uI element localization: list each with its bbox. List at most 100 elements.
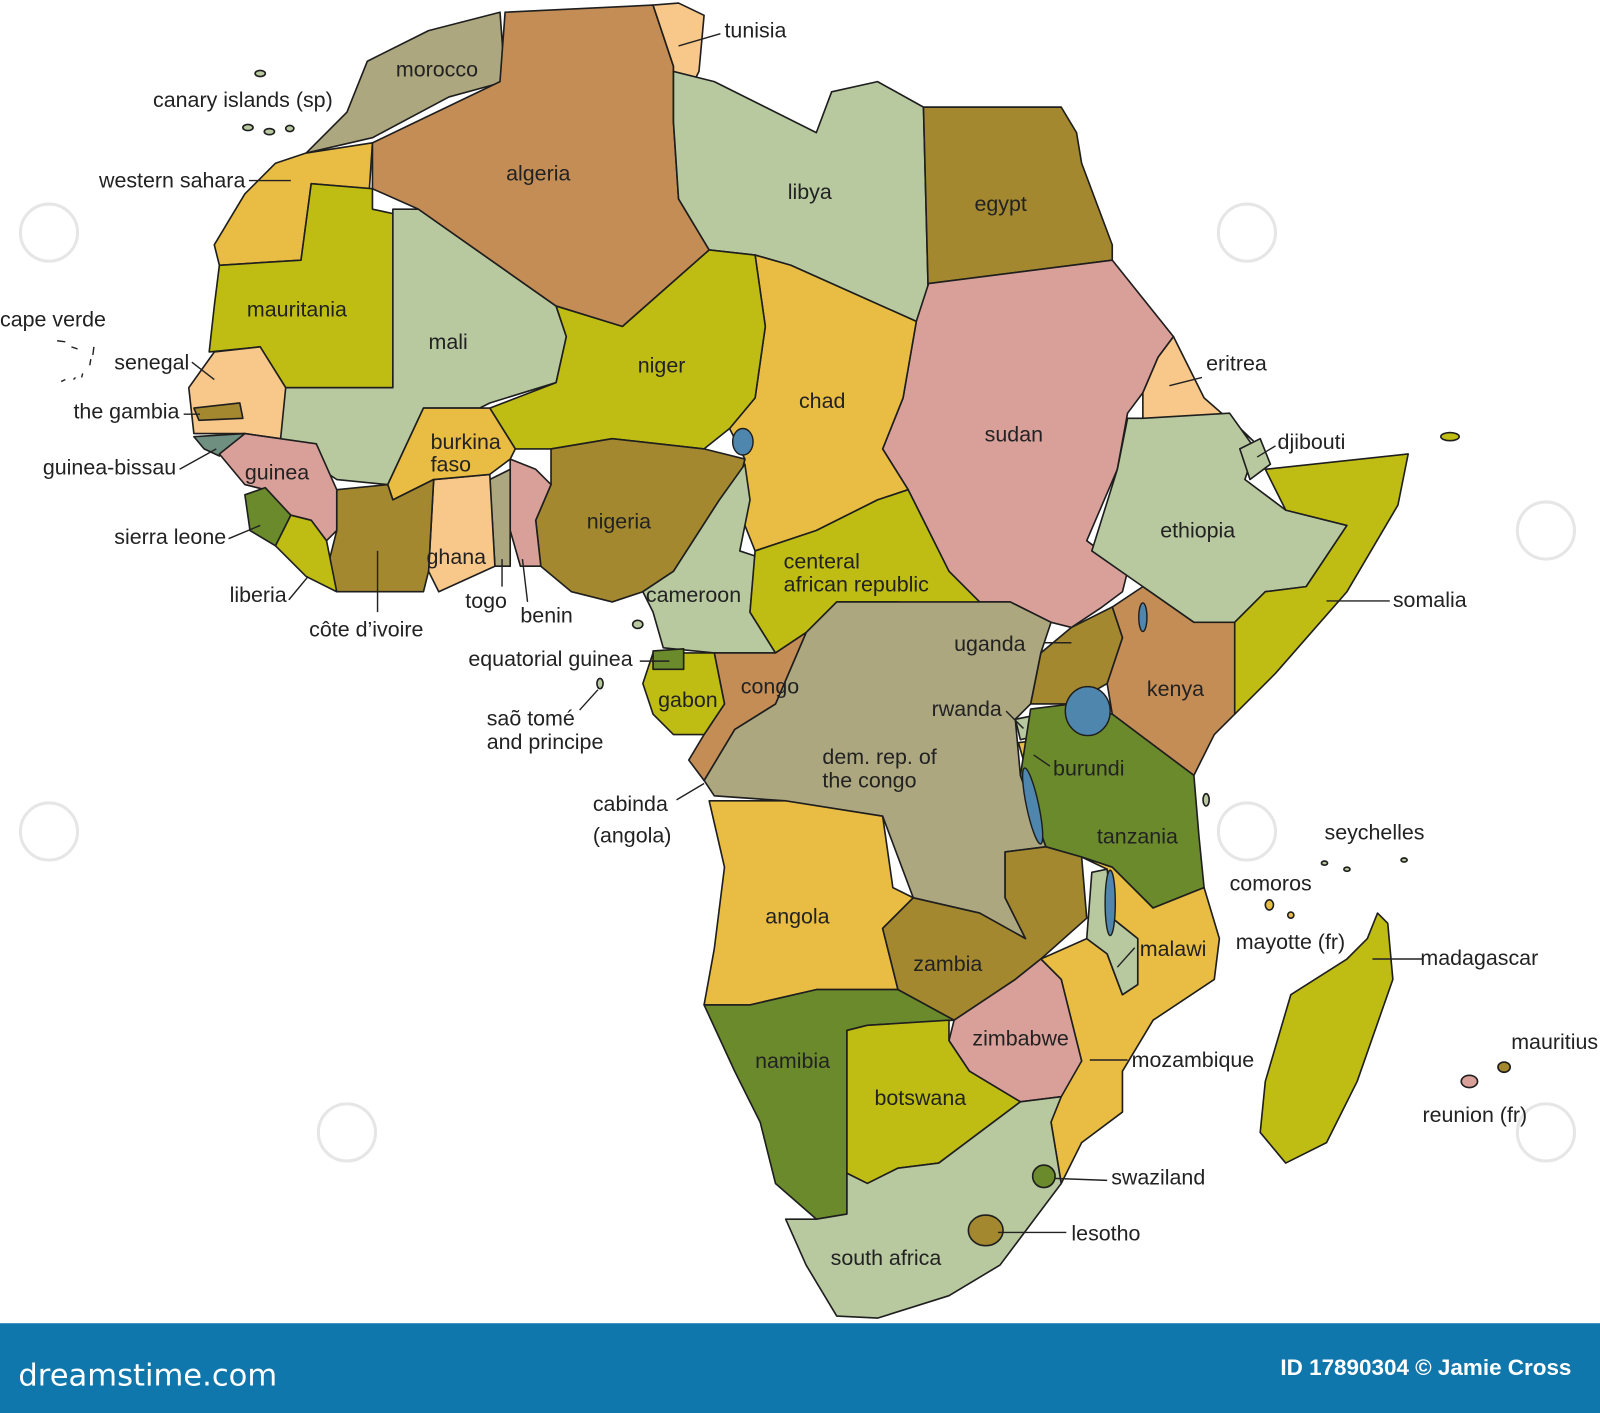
island-seychelles[interactable] xyxy=(1343,866,1351,873)
label-tunisia: tunisia xyxy=(724,19,786,43)
label-sao-tome: and principe xyxy=(487,730,604,754)
label-cote-divoire: côte d’ivoire xyxy=(309,618,423,642)
label-mauritania: mauritania xyxy=(247,297,347,321)
label-cameroon: cameroon xyxy=(646,583,741,607)
lake-victoria xyxy=(1064,685,1111,737)
island-canary[interactable] xyxy=(284,124,295,133)
label-benin: benin xyxy=(520,603,572,627)
label-burundi: burundi xyxy=(1053,756,1124,780)
label-malawi: malawi xyxy=(1140,937,1207,961)
label-mayotte: mayotte (fr) xyxy=(1236,930,1345,954)
label-dem-rep-congo: dem. rep. of xyxy=(822,745,936,769)
footer-image-credit: ID 17890304 © Jamie Cross xyxy=(1280,1355,1571,1380)
label-mali: mali xyxy=(429,330,468,354)
label-burkina-faso: burkina xyxy=(431,430,501,454)
lake-malawi xyxy=(1104,869,1117,937)
label-angola: angola xyxy=(765,904,829,928)
country-south-africa[interactable] xyxy=(784,1095,1063,1319)
label-togo: togo xyxy=(465,589,507,613)
island-reunion[interactable] xyxy=(1460,1074,1479,1089)
label-ethiopia: ethiopia xyxy=(1160,519,1235,543)
label-madagascar: madagascar xyxy=(1420,946,1538,970)
country-cote-divoire[interactable] xyxy=(325,478,435,593)
country-madagascar[interactable] xyxy=(1259,912,1394,1164)
island-seychelles[interactable] xyxy=(1400,857,1408,863)
label-morocco: morocco xyxy=(396,58,478,82)
label-chad: chad xyxy=(799,389,845,413)
label-libya: libya xyxy=(788,180,832,204)
label-egypt: egypt xyxy=(974,192,1026,216)
label-equatorial-guinea: equatorial guinea xyxy=(468,647,632,671)
label-zambia: zambia xyxy=(913,952,982,976)
label-south-africa: south africa xyxy=(831,1246,942,1270)
label-niger: niger xyxy=(638,353,686,377)
island-mayotte[interactable] xyxy=(1286,911,1295,920)
country-swaziland[interactable] xyxy=(1031,1164,1056,1189)
label-sudan: sudan xyxy=(985,423,1043,447)
island-canary[interactable] xyxy=(242,123,254,132)
label-sao-tome: saõ tomé xyxy=(487,706,575,730)
country-the-gambia[interactable] xyxy=(193,402,244,422)
country-angola[interactable] xyxy=(703,800,915,1006)
country-benin[interactable] xyxy=(509,458,552,568)
island-canary[interactable] xyxy=(254,69,267,78)
label-zimbabwe: zimbabwe xyxy=(972,1027,1068,1051)
label-central-african-republic: centeral xyxy=(784,549,860,573)
label-rwanda: rwanda xyxy=(932,697,1002,721)
footer-bar: dreamstime.com ID 17890304 © Jamie Cross xyxy=(0,1323,1600,1413)
label-congo: congo xyxy=(741,675,799,699)
country-liberia[interactable] xyxy=(274,514,338,593)
label-sierra-leone: sierra leone xyxy=(114,525,226,549)
island-socotra[interactable] xyxy=(1440,431,1460,442)
island-mauritius[interactable] xyxy=(1497,1061,1512,1074)
label-namibia: namibia xyxy=(755,1049,830,1073)
island-bioko[interactable] xyxy=(631,619,644,630)
label-central-african-republic: african republic xyxy=(784,573,929,597)
lake-tanganyika xyxy=(1021,767,1044,845)
label-reunion: reunion (fr) xyxy=(1422,1103,1527,1127)
label-lesotho: lesotho xyxy=(1071,1222,1140,1246)
country-ghana[interactable] xyxy=(427,473,496,593)
island-cape-verde[interactable] xyxy=(57,340,95,383)
island-seychelles[interactable] xyxy=(1320,860,1329,866)
label-guinea-bissau: guinea-bissau xyxy=(43,455,176,479)
label-ghana: ghana xyxy=(427,545,487,569)
label-djibouti: djibouti xyxy=(1278,430,1346,454)
label-the-gambia: the gambia xyxy=(73,399,179,423)
label-uganda: uganda xyxy=(954,632,1026,656)
label-cape-verde: cape verde xyxy=(0,307,106,331)
label-cabinda: cabinda xyxy=(593,792,668,816)
lake-turkana xyxy=(1138,602,1148,633)
country-labels: tunisia morocco canary islands (sp) alge… xyxy=(0,19,1598,1270)
country-djibouti[interactable] xyxy=(1238,437,1272,481)
island-canary[interactable] xyxy=(263,127,276,136)
label-comoros: comoros xyxy=(1230,872,1312,896)
countries xyxy=(57,2,1512,1319)
label-kenya: kenya xyxy=(1147,677,1204,701)
footer-brand-logo[interactable]: dreamstime.com xyxy=(18,1358,277,1393)
label-gabon: gabon xyxy=(658,688,718,712)
label-burkina-faso: faso xyxy=(431,452,471,476)
label-algeria: algeria xyxy=(506,162,570,186)
country-tunisia[interactable] xyxy=(652,2,705,124)
country-gabon[interactable] xyxy=(642,652,726,736)
label-mauritius: mauritius xyxy=(1511,1030,1598,1054)
label-cabinda: (angola) xyxy=(593,824,672,848)
label-seychelles: seychelles xyxy=(1324,821,1424,845)
label-swaziland: swaziland xyxy=(1111,1165,1205,1189)
island-zanzibar[interactable] xyxy=(1202,792,1210,807)
leader-lines xyxy=(179,32,1423,1234)
island-comoros[interactable] xyxy=(1264,899,1275,911)
island-sao-tome[interactable] xyxy=(596,677,604,690)
label-senegal: senegal xyxy=(114,350,189,374)
label-nigeria: nigeria xyxy=(587,509,651,533)
label-dem-rep-congo: the congo xyxy=(822,769,916,793)
label-western-sahara: western sahara xyxy=(98,169,245,193)
country-equatorial-guinea[interactable] xyxy=(652,648,685,671)
lake-chad xyxy=(731,427,754,456)
label-mozambique: mozambique xyxy=(1132,1048,1255,1072)
country-lesotho[interactable] xyxy=(967,1214,1004,1247)
country-guinea-bissau[interactable] xyxy=(193,432,246,457)
label-tanzania: tanzania xyxy=(1097,825,1178,849)
